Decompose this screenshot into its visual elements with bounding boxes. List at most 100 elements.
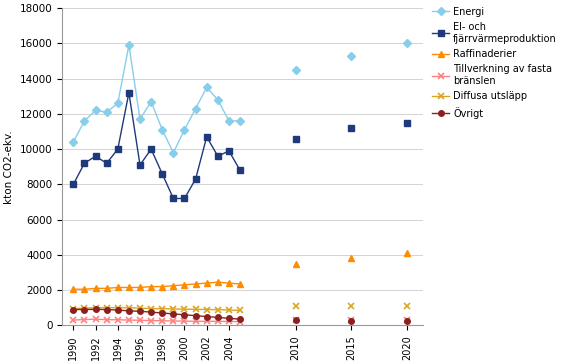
Raffinaderier [115, 285, 121, 290]
Tillverkning av fasta
bränslen [159, 318, 166, 323]
Raffinaderier [237, 282, 243, 286]
Övrigt [159, 311, 166, 315]
Tillverkning av fasta
bränslen [70, 318, 76, 322]
Diffusa utsläpp [70, 306, 76, 311]
Energi [225, 119, 232, 123]
Tillverkning av fasta
bränslen [215, 319, 221, 324]
Diffusa utsläpp [115, 305, 121, 310]
El- och
fjärrvärmeproduktion [192, 177, 199, 181]
Tillverkning av fasta
bränslen [125, 318, 132, 322]
Övrigt [148, 310, 155, 314]
Line: Energi: Energi [70, 42, 243, 156]
Tillverkning av fasta
bränslen [192, 319, 199, 324]
Tillverkning av fasta
bränslen [81, 317, 88, 322]
Energi [159, 127, 166, 132]
El- och
fjärrvärmeproduktion [170, 196, 176, 201]
Övrigt [237, 317, 243, 321]
Diffusa utsläpp [125, 305, 132, 310]
Raffinaderier [159, 284, 166, 289]
Diffusa utsläpp [103, 305, 110, 310]
Line: Tillverkning av fasta
bränslen: Tillverkning av fasta bränslen [70, 316, 243, 325]
Raffinaderier [137, 285, 143, 290]
Raffinaderier [203, 281, 210, 285]
Diffusa utsläpp [170, 307, 176, 311]
Energi [237, 119, 243, 123]
El- och
fjärrvärmeproduktion [203, 135, 210, 139]
Energi [192, 106, 199, 111]
Övrigt [125, 309, 132, 313]
Raffinaderier [225, 281, 232, 285]
Tillverkning av fasta
bränslen [103, 317, 110, 322]
Diffusa utsläpp [92, 305, 99, 310]
El- och
fjärrvärmeproduktion [137, 163, 143, 167]
Tillverkning av fasta
bränslen [203, 319, 210, 324]
Raffinaderier [103, 286, 110, 290]
Raffinaderier [170, 284, 176, 288]
Diffusa utsläpp [215, 308, 221, 312]
Övrigt [137, 309, 143, 313]
Tillverkning av fasta
bränslen [92, 317, 99, 321]
Diffusa utsläpp [148, 306, 155, 311]
Raffinaderier [81, 287, 88, 292]
Energi [181, 127, 188, 132]
Y-axis label: kton CO2-ekv.: kton CO2-ekv. [4, 130, 14, 203]
Raffinaderier [192, 282, 199, 286]
Övrigt [181, 313, 188, 317]
Tillverkning av fasta
bränslen [225, 319, 232, 324]
Tillverkning av fasta
bränslen [115, 317, 121, 322]
Line: Diffusa utsläpp: Diffusa utsläpp [70, 304, 243, 313]
Line: Raffinaderier: Raffinaderier [70, 279, 243, 292]
Energi [81, 119, 88, 123]
Diffusa utsläpp [137, 306, 143, 310]
El- och
fjärrvärmeproduktion [81, 161, 88, 165]
El- och
fjärrvärmeproduktion [70, 182, 76, 187]
El- och
fjärrvärmeproduktion [115, 147, 121, 151]
Raffinaderier [148, 284, 155, 289]
El- och
fjärrvärmeproduktion [148, 147, 155, 151]
Övrigt [115, 308, 121, 312]
Energi [125, 43, 132, 47]
Energi [103, 110, 110, 114]
Övrigt [192, 313, 199, 318]
Energi [115, 101, 121, 106]
Övrigt [92, 307, 99, 312]
Tillverkning av fasta
bränslen [170, 319, 176, 323]
Energi [92, 108, 99, 112]
Diffusa utsläpp [237, 308, 243, 313]
El- och
fjärrvärmeproduktion [92, 154, 99, 158]
Övrigt [103, 307, 110, 312]
Övrigt [70, 307, 76, 312]
El- och
fjärrvärmeproduktion [225, 149, 232, 153]
Raffinaderier [92, 286, 99, 290]
Energi [203, 85, 210, 90]
Energi [170, 150, 176, 155]
El- och
fjärrvärmeproduktion [125, 91, 132, 95]
Energi [215, 98, 221, 102]
El- och
fjärrvärmeproduktion [103, 161, 110, 165]
Energi [70, 140, 76, 144]
Diffusa utsläpp [159, 306, 166, 311]
Line: Övrigt: Övrigt [71, 306, 243, 322]
Tillverkning av fasta
bränslen [181, 319, 188, 323]
Tillverkning av fasta
bränslen [137, 318, 143, 323]
Tillverkning av fasta
bränslen [148, 318, 155, 323]
El- och
fjärrvärmeproduktion [181, 196, 188, 201]
Diffusa utsläpp [203, 307, 210, 312]
Raffinaderier [70, 287, 76, 292]
Övrigt [225, 316, 232, 320]
El- och
fjärrvärmeproduktion [215, 154, 221, 158]
Övrigt [170, 312, 176, 316]
Line: El- och
fjärrvärmeproduktion: El- och fjärrvärmeproduktion [70, 90, 243, 202]
Raffinaderier [181, 283, 188, 287]
Övrigt [215, 315, 221, 320]
Diffusa utsläpp [225, 308, 232, 312]
Diffusa utsläpp [181, 307, 188, 311]
Energi [148, 99, 155, 104]
Energi [137, 117, 143, 121]
Raffinaderier [125, 285, 132, 290]
El- och
fjärrvärmeproduktion [237, 168, 243, 173]
Övrigt [203, 314, 210, 319]
Diffusa utsläpp [192, 307, 199, 312]
Legend: Energi, El- och
fjärrvärmeproduktion, Raffinaderier, Tillverkning av fasta
bräns: Energi, El- och fjärrvärmeproduktion, Ra… [432, 7, 557, 119]
Raffinaderier [215, 280, 221, 284]
